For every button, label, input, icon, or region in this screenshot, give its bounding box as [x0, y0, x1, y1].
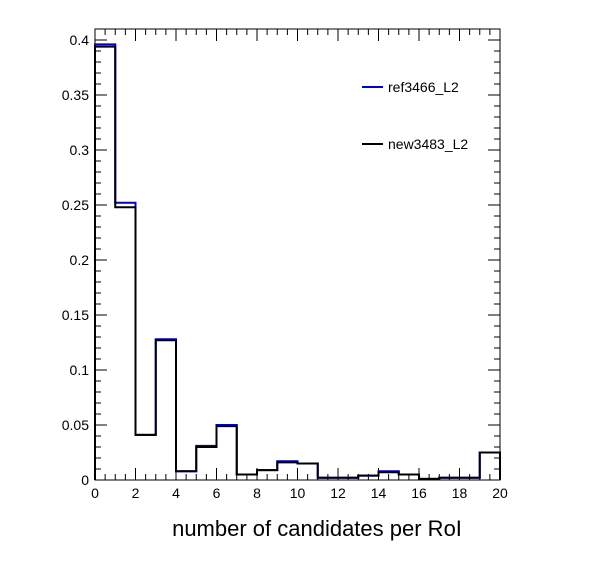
x-axis-title: number of candidates per RoI [172, 516, 462, 541]
x-tick-label: 20 [492, 485, 508, 501]
x-tick-label: 8 [253, 485, 261, 501]
y-tick-label: 0.05 [62, 417, 89, 433]
y-tick-label: 0.15 [62, 307, 89, 323]
x-tick-label: 2 [132, 485, 140, 501]
y-tick-label: 0.25 [62, 197, 89, 213]
x-tick-label: 4 [172, 485, 180, 501]
x-tick-label: 0 [91, 485, 99, 501]
x-tick-label: 6 [213, 485, 221, 501]
x-tick-label: 18 [452, 485, 468, 501]
x-tick-label: 16 [411, 485, 427, 501]
series-line-1 [94, 45, 501, 480]
legend-label-1: new3483_L2 [388, 136, 468, 152]
legend: ref3466_L2 new3483_L2 [362, 79, 468, 152]
y-tick-label: 0.35 [62, 87, 89, 103]
series-group [94, 43, 501, 480]
x-tick-label: 14 [371, 485, 387, 501]
y-tick-label: 0.2 [70, 252, 90, 268]
tick-labels: 0 2 4 6 8 10 12 14 16 18 20 0 0.05 0.1 0.15 0.2 0.25 0.3 0… [62, 32, 508, 501]
y-tick-label: 0.3 [70, 142, 90, 158]
y-tick-label: 0.4 [70, 32, 90, 48]
x-tick-label: 12 [330, 485, 346, 501]
y-tick-label: 0.1 [70, 362, 90, 378]
x-tick-label: 10 [290, 485, 306, 501]
legend-label-0: ref3466_L2 [388, 79, 459, 95]
y-tick-label: 0 [81, 472, 89, 488]
